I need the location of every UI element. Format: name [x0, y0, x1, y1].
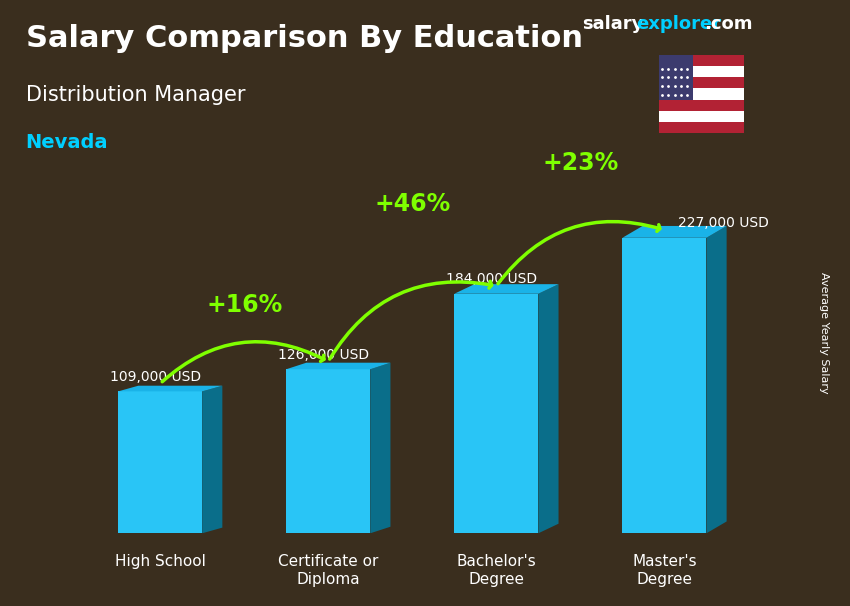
Polygon shape	[454, 294, 538, 533]
Polygon shape	[286, 369, 371, 533]
Text: Nevada: Nevada	[26, 133, 108, 152]
Text: 184,000 USD: 184,000 USD	[446, 272, 537, 287]
Text: .com: .com	[704, 15, 752, 33]
Text: explorer: explorer	[636, 15, 721, 33]
Bar	[659, 111, 744, 122]
Polygon shape	[118, 391, 202, 533]
Polygon shape	[454, 284, 558, 294]
Text: Average Yearly Salary: Average Yearly Salary	[819, 273, 829, 394]
Text: 109,000 USD: 109,000 USD	[110, 370, 201, 384]
Polygon shape	[622, 226, 727, 238]
Bar	[659, 88, 744, 99]
Text: Salary Comparison By Education: Salary Comparison By Education	[26, 24, 582, 53]
Bar	[659, 77, 744, 88]
Bar	[659, 122, 744, 133]
Polygon shape	[202, 385, 223, 533]
Bar	[659, 55, 744, 66]
Bar	[659, 55, 693, 99]
Polygon shape	[118, 385, 223, 391]
Bar	[659, 66, 744, 77]
Text: salary: salary	[582, 15, 643, 33]
Bar	[659, 99, 744, 111]
Text: 227,000 USD: 227,000 USD	[678, 216, 768, 230]
Text: +16%: +16%	[206, 293, 282, 317]
Polygon shape	[538, 284, 558, 533]
Polygon shape	[622, 238, 706, 533]
Polygon shape	[286, 363, 390, 369]
Text: Distribution Manager: Distribution Manager	[26, 85, 245, 105]
Text: 126,000 USD: 126,000 USD	[278, 348, 369, 362]
Text: +23%: +23%	[542, 152, 619, 175]
Text: +46%: +46%	[374, 191, 450, 216]
Polygon shape	[706, 226, 727, 533]
Polygon shape	[371, 363, 390, 533]
